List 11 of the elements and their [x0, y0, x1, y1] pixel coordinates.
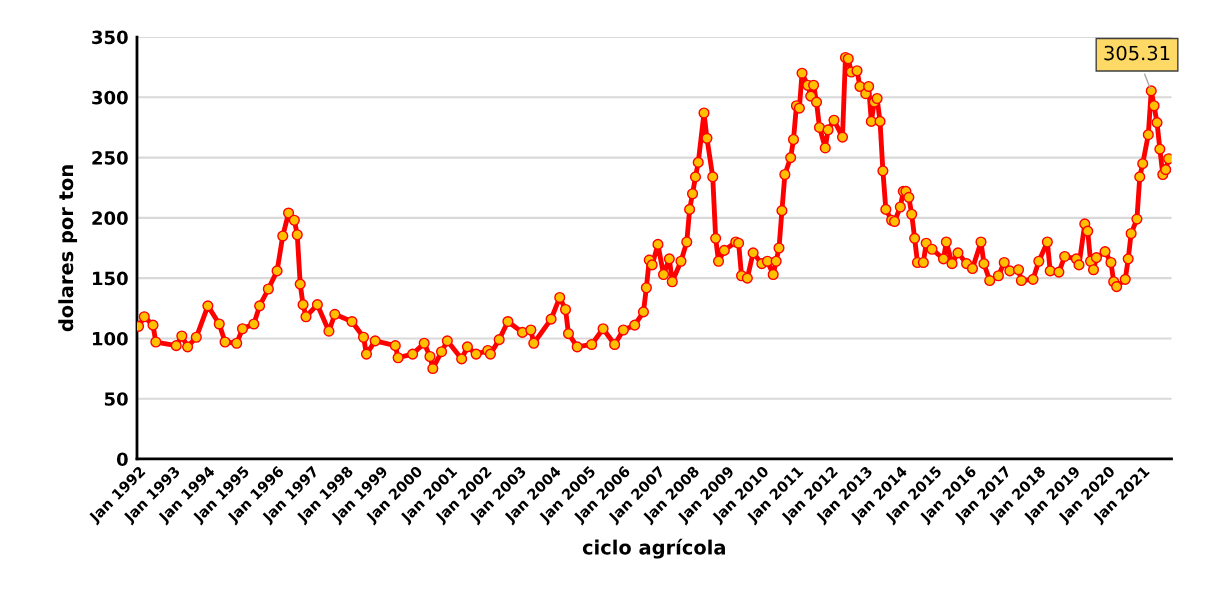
y-tick-label: 50 [104, 392, 128, 406]
y-axis-title: dolares por ton [58, 165, 78, 332]
y-tick-label: 200 [92, 211, 128, 225]
y-tick-label: 300 [92, 90, 128, 105]
y-tick-label: 150 [93, 271, 128, 286]
annotation: 305.31 [1104, 45, 1170, 61]
y-tick-label: 250 [92, 151, 128, 165]
y-tick-label: 0 [116, 452, 128, 467]
y-tick-label: 100 [93, 331, 128, 346]
x-axis-title: ciclo agrícola [582, 538, 725, 559]
y-tick-label: 350 [92, 30, 128, 45]
